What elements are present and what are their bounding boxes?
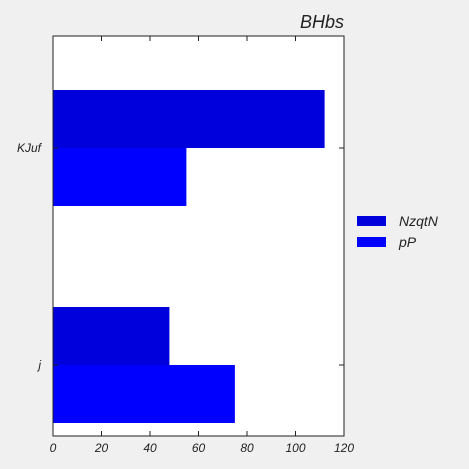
- x-tick-label: 80: [240, 441, 254, 455]
- legend-label-pP: pP: [398, 234, 417, 250]
- x-tick-label: 100: [285, 441, 305, 455]
- bar-NzqtN-KJuf: [53, 90, 325, 148]
- x-tick-label: 20: [94, 441, 109, 455]
- legend-label-NzqtN: NzqtN: [399, 213, 439, 229]
- y-tick-label: j: [36, 358, 41, 372]
- legend: NzqtN pP: [357, 213, 439, 250]
- bar-NzqtN-j: [53, 307, 170, 365]
- legend-swatch-NzqtN: [357, 216, 386, 226]
- legend-swatch-pP: [357, 237, 386, 247]
- x-tick-label: 40: [143, 441, 157, 455]
- plot-frame: [52, 35, 345, 437]
- chart-title: BHbs: [300, 12, 344, 32]
- x-tick-label: 0: [50, 441, 57, 455]
- x-tick-label: 60: [192, 441, 206, 455]
- bar-pP-j: [53, 365, 235, 423]
- x-tick-label: 120: [334, 441, 354, 455]
- y-tick-label: KJuf: [17, 141, 43, 155]
- bar-pP-KJuf: [53, 148, 187, 206]
